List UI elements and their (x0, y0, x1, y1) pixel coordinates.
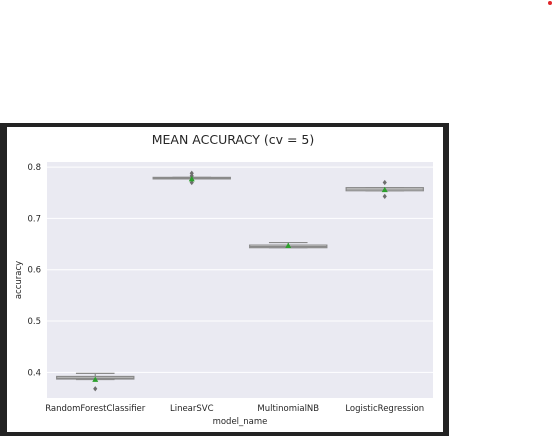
x-tick-label: MultinomialNB (257, 404, 319, 414)
chart-panel: MEAN ACCURACY (cv = 5) 0.4 0.5 0.6 0.7 0.8 R… (7, 127, 443, 432)
mean-marker (381, 186, 388, 193)
x-tick-label: LinearSVC (170, 404, 214, 414)
red-dot-marker (548, 1, 552, 5)
mean-marker (92, 376, 99, 382)
y-tick-label: 0.7 (27, 214, 41, 224)
box-plot-chart: MEAN ACCURACY (cv = 5) 0.4 0.5 0.6 0.7 0.8 R… (14, 132, 433, 427)
outlier-point (189, 179, 194, 186)
x-tick-labels: RandomForestClassifier LinearSVC Multinomi… (45, 404, 424, 414)
plot-background (47, 162, 433, 398)
x-tick-label: LogisticRegression (345, 404, 424, 414)
box-group (56, 372, 135, 392)
outlier-point (93, 386, 98, 392)
gridlines (47, 166, 433, 373)
outlier-point (382, 179, 387, 186)
x-axis-label: model_name (213, 417, 268, 427)
y-tick-labels: 0.4 0.5 0.6 0.7 0.8 (27, 163, 41, 378)
box-group (249, 241, 328, 249)
x-tick-label: RandomForestClassifier (45, 404, 146, 414)
mean-marker (285, 242, 292, 249)
y-tick-label: 0.6 (27, 266, 41, 276)
boxes (56, 170, 424, 392)
box-group (345, 179, 424, 199)
outlier-point (382, 193, 387, 199)
y-tick-label: 0.4 (27, 368, 41, 378)
box-group (152, 170, 231, 186)
mean-marker (188, 175, 195, 182)
outlier-point (189, 173, 194, 179)
y-tick-label: 0.8 (27, 163, 41, 173)
y-axis-label: accuracy (14, 261, 24, 299)
y-tick-label: 0.5 (27, 317, 41, 327)
chart-title: MEAN ACCURACY (cv = 5) (152, 132, 315, 147)
